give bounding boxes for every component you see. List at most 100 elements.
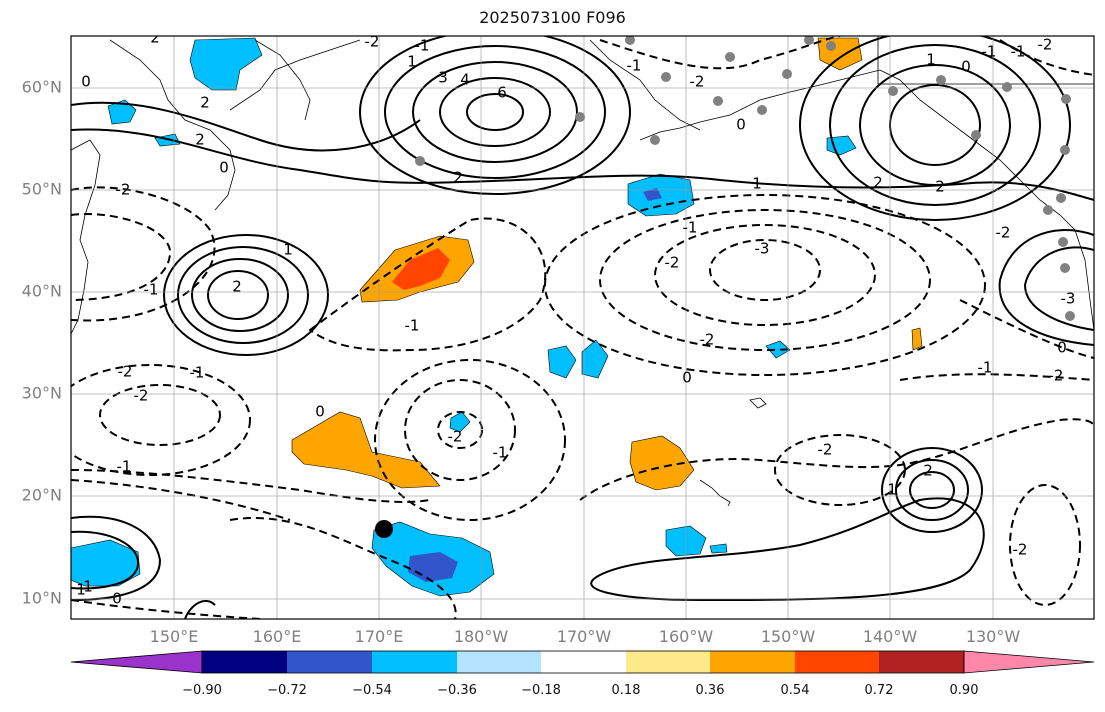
station-marker (575, 112, 585, 122)
cyan-patch (765, 340, 791, 359)
contour-label: 1 (283, 241, 293, 259)
colorbar-frame (201, 650, 965, 674)
contour-line (71, 101, 421, 152)
contour-line (177, 246, 309, 344)
station-marker (757, 105, 767, 115)
contour-label: -1 (683, 219, 698, 237)
contour-label: -2 (118, 363, 133, 381)
contour-line (895, 459, 969, 521)
contour-line (71, 213, 172, 301)
lon-label: 170°W (557, 627, 612, 646)
station-marker (1058, 237, 1068, 247)
contour-line (881, 447, 983, 533)
contour-line (374, 359, 566, 521)
lon-label: 140°W (863, 627, 918, 646)
contour-line (412, 61, 578, 163)
contour-label: -1 (190, 364, 205, 382)
contour-label: 1 (887, 481, 897, 499)
contour-line (599, 209, 931, 351)
contour-label: -1 (978, 359, 993, 377)
contour-label: 2 (453, 169, 463, 187)
lon-label: 180°W (454, 627, 509, 646)
colorbar-left-extension (70, 650, 203, 674)
colorbar-segment (541, 651, 626, 673)
colorbar-labels: −0.90 −0.72 −0.54 −0.36 −0.18 0.18 0.36 … (182, 683, 978, 698)
contour-label: 1 (407, 53, 417, 71)
station-marker (888, 86, 898, 96)
colorbar-segment (710, 651, 795, 673)
colorbar-segment (202, 651, 287, 673)
lon-label: 130°W (966, 627, 1021, 646)
contour-line (899, 373, 1094, 381)
lon-label: 160°W (659, 627, 714, 646)
cyan-patch (547, 345, 577, 379)
contour-line (466, 93, 524, 131)
contour-label: 2 (923, 462, 933, 480)
coastline (639, 69, 1094, 331)
contour-label: -1 (415, 37, 430, 55)
colorbar-segment (795, 651, 879, 673)
colorbar-label: 0.54 (781, 683, 810, 698)
cyan-patch (709, 543, 728, 554)
contour-line (71, 364, 251, 476)
contour-line (71, 128, 1094, 201)
contour-line (404, 379, 516, 481)
contour-label: -3 (1061, 290, 1076, 308)
station-marker (713, 96, 723, 106)
colorbar-label: 0.18 (612, 683, 641, 698)
contour-label: -2 (818, 441, 833, 459)
contour-line (654, 224, 876, 326)
contour-label: -2 (116, 181, 131, 199)
map-frame (70, 35, 1095, 620)
colorbar-segment (626, 651, 710, 673)
contour-line (99, 384, 221, 446)
station-marker (1056, 193, 1066, 203)
colorbar-label: 0.90 (950, 683, 979, 698)
station-marker (650, 135, 660, 145)
contour-label: 2 (935, 178, 945, 196)
contour-line (71, 599, 261, 619)
contour-label: -2 (1049, 367, 1064, 385)
contour-label: 1 (76, 581, 86, 599)
orange-patch (291, 411, 441, 489)
colorbar-label: 0.36 (696, 683, 725, 698)
orange-patch (911, 327, 923, 351)
colorbar-label: −0.72 (267, 683, 307, 698)
contour-label: -1 (982, 43, 997, 61)
contour-labels: 2 -2 -1 2 0 1 3 4 6 2 -2 -1 1 2 -2 0 -1 … (76, 29, 1076, 608)
contour-label: 0 (112, 590, 122, 608)
station-markers (415, 36, 1075, 321)
station-marker (1065, 311, 1075, 321)
contour-label: -2 (690, 73, 705, 91)
lon-label: 150°E (150, 627, 199, 646)
contour-label: 6 (497, 84, 507, 102)
contour-label: 1 (926, 51, 936, 69)
contour-label: 0 (736, 116, 746, 134)
contour-label: -1 (493, 444, 508, 462)
contour-label: 2 (150, 29, 160, 47)
contour-label: 1 (83, 578, 93, 596)
station-marker (1043, 205, 1053, 215)
contour-label: -2 (665, 254, 680, 272)
lon-label: 170°E (355, 627, 404, 646)
contour-line (799, 36, 1071, 221)
station-marker (804, 36, 814, 45)
contour-label: -2 (365, 33, 380, 51)
contour-label: 0 (315, 403, 325, 421)
coastline (109, 39, 236, 211)
lon-label: 150°W (761, 627, 816, 646)
contour-label: 0 (219, 159, 229, 177)
contour-label: -1 (1011, 43, 1026, 61)
lat-label: 20°N (22, 486, 62, 505)
station-marker (826, 41, 836, 51)
contour-label: 2 (200, 94, 210, 112)
station-marker (725, 52, 735, 62)
contour-line (774, 434, 906, 506)
colorbar-segment (372, 651, 457, 673)
contour-line (359, 36, 631, 195)
cyan-patch (189, 37, 263, 91)
contour-line (308, 217, 547, 352)
contour-label: 3 (438, 69, 448, 87)
contour-label: 0 (961, 58, 971, 76)
contour-label: -2 (448, 428, 463, 446)
